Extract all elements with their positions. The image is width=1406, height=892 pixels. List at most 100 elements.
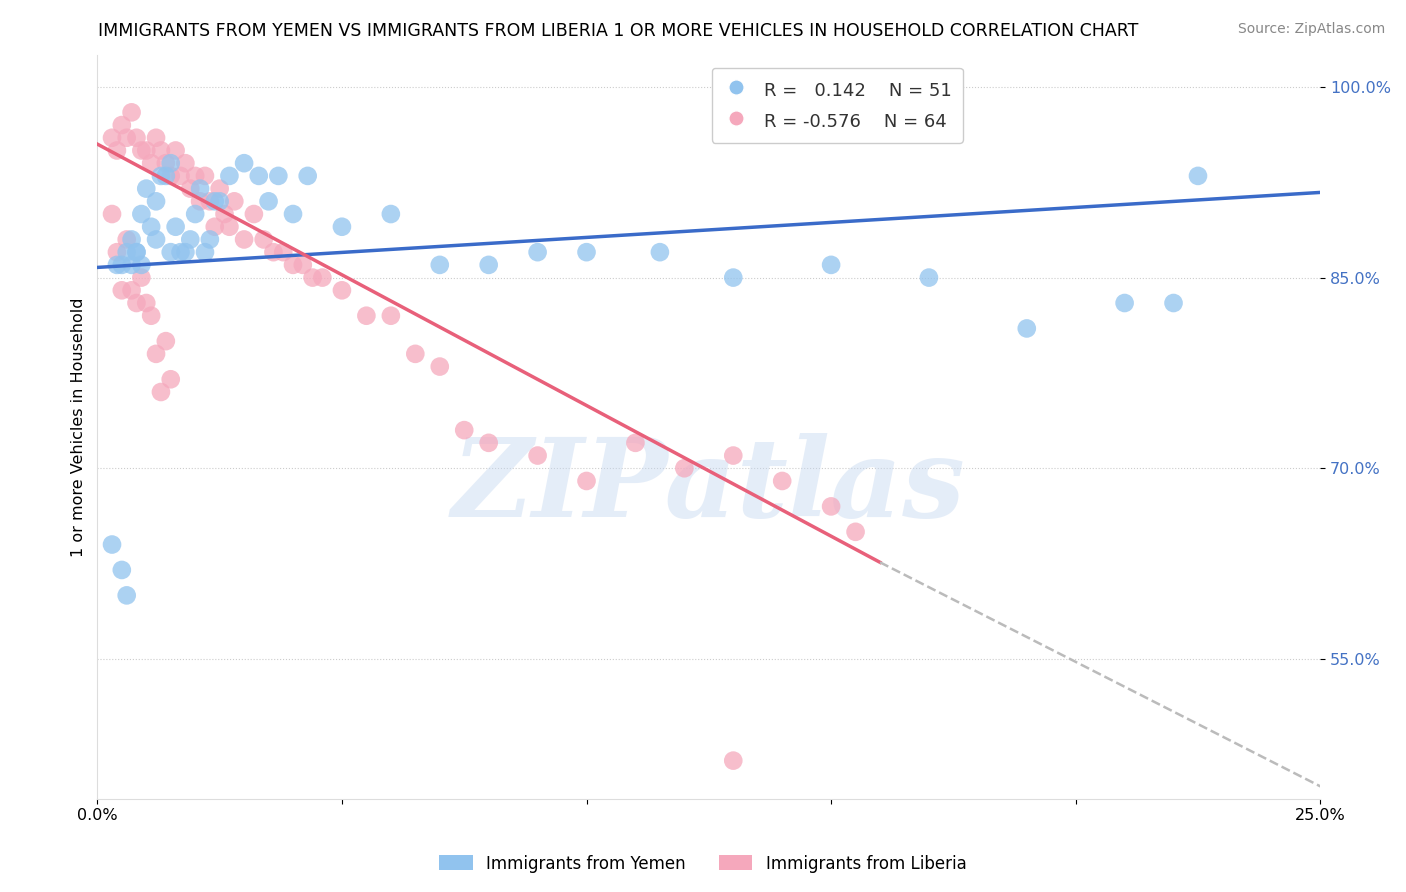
Point [145, 130, 167, 145]
Point [105, 144, 128, 158]
Point [145, 194, 167, 209]
Point [380, 207, 402, 221]
Point [478, 258, 501, 272]
Text: ZIPatlas: ZIPatlas [451, 433, 966, 541]
Point [218, 219, 240, 234]
Point [174, 156, 197, 170]
Point [121, 258, 143, 272]
Point [121, 105, 143, 120]
Point [429, 258, 451, 272]
Point [918, 270, 941, 285]
Point [194, 169, 217, 183]
Point [131, 144, 153, 158]
Text: IMMIGRANTS FROM YEMEN VS IMMIGRANTS FROM LIBERIA 1 OR MORE VEHICLES IN HOUSEHOLD: IMMIGRANTS FROM YEMEN VS IMMIGRANTS FROM… [98, 22, 1139, 40]
Point [179, 232, 201, 246]
Point [149, 144, 172, 158]
Point [208, 194, 231, 209]
Point [115, 588, 138, 602]
Point [281, 207, 304, 221]
Point [243, 207, 266, 221]
Point [111, 283, 134, 297]
Point [330, 219, 353, 234]
Point [125, 245, 148, 260]
Point [1163, 296, 1185, 310]
Point [820, 258, 842, 272]
Point [121, 232, 143, 246]
Point [179, 181, 201, 195]
Point [115, 130, 138, 145]
Point [165, 219, 187, 234]
Point [575, 245, 598, 260]
Legend: R =   0.142    N = 51, R = -0.576    N = 64: R = 0.142 N = 51, R = -0.576 N = 64 [711, 68, 963, 143]
Point [1187, 169, 1209, 183]
Point [131, 270, 153, 285]
Point [770, 474, 793, 488]
Point [257, 194, 280, 209]
Point [159, 245, 181, 260]
Point [125, 296, 148, 310]
Point [188, 194, 211, 209]
Point [101, 207, 124, 221]
Point [233, 156, 256, 170]
Point [141, 156, 163, 170]
Point [262, 245, 284, 260]
Point [184, 207, 207, 221]
Point [281, 258, 304, 272]
Y-axis label: 1 or more Vehicles in Household: 1 or more Vehicles in Household [72, 297, 86, 557]
Point [149, 384, 172, 399]
Point [1114, 296, 1136, 310]
Point [453, 423, 475, 437]
Point [526, 449, 548, 463]
Point [380, 309, 402, 323]
Point [149, 169, 172, 183]
Point [820, 500, 842, 514]
Point [159, 169, 181, 183]
Point [155, 169, 177, 183]
Point [165, 144, 187, 158]
Point [159, 372, 181, 386]
Point [723, 449, 745, 463]
Point [145, 232, 167, 246]
Point [311, 270, 333, 285]
Point [247, 169, 270, 183]
Point [301, 270, 323, 285]
Point [723, 754, 745, 768]
Point [184, 169, 207, 183]
Point [111, 258, 134, 272]
Point [291, 258, 314, 272]
Point [330, 283, 353, 297]
Point [356, 309, 378, 323]
Point [204, 194, 226, 209]
Point [155, 156, 177, 170]
Point [204, 219, 226, 234]
Point [115, 245, 138, 260]
Point [214, 207, 236, 221]
Point [723, 270, 745, 285]
Point [131, 207, 153, 221]
Point [208, 181, 231, 195]
Point [159, 156, 181, 170]
Point [141, 309, 163, 323]
Point [111, 563, 134, 577]
Point [135, 181, 157, 195]
Point [575, 474, 598, 488]
Point [105, 245, 128, 260]
Point [169, 169, 191, 183]
Point [218, 169, 240, 183]
Point [111, 118, 134, 132]
Point [145, 347, 167, 361]
Point [404, 347, 426, 361]
Point [624, 435, 647, 450]
Point [526, 245, 548, 260]
Point [105, 258, 128, 272]
Point [224, 194, 246, 209]
Point [267, 169, 290, 183]
Point [125, 245, 148, 260]
Point [271, 245, 294, 260]
Point [115, 232, 138, 246]
Point [198, 194, 221, 209]
Point [198, 232, 221, 246]
Point [233, 232, 256, 246]
Point [169, 245, 191, 260]
Point [174, 245, 197, 260]
